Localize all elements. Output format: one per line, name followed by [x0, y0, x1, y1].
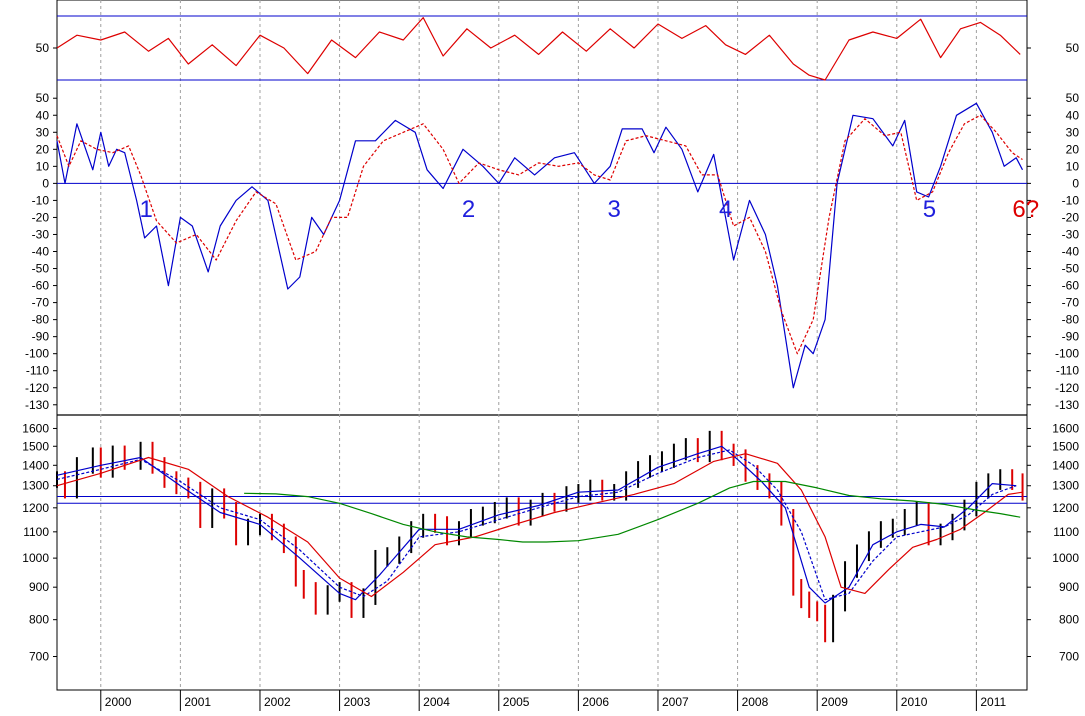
- y-tick-label-right: 1000: [1052, 551, 1079, 565]
- y-tick-label-left: 1500: [22, 439, 49, 453]
- y-tick-label-right: -100: [1055, 347, 1079, 361]
- y-tick-label-right: -130: [1055, 398, 1079, 412]
- price-series-1: [56, 445, 1017, 604]
- y-tick-label-left: -60: [32, 279, 50, 293]
- y-tick-label-right: -110: [1056, 364, 1079, 378]
- y-tick-label-left: -120: [25, 381, 49, 395]
- y-tick-label-right: 1300: [1052, 479, 1079, 493]
- y-tick-label-left: -20: [32, 210, 50, 224]
- y-tick-label-right: 40: [1066, 108, 1080, 122]
- x-tick-label: 2008: [742, 695, 769, 709]
- y-tick-label-right: -50: [1062, 262, 1080, 276]
- y-tick-label-left: 1200: [22, 501, 49, 515]
- y-tick-label-left: -100: [25, 347, 49, 361]
- top-oscillator-series-0: [56, 17, 1021, 81]
- frame-layer: [56, 0, 1028, 691]
- x-tick-label: 2009: [821, 695, 848, 709]
- y-tick-label-right: -40: [1062, 245, 1080, 259]
- y-tick-label-right: -90: [1062, 330, 1080, 344]
- y-tick-label-left: -130: [25, 398, 49, 412]
- y-tick-label-left: 50: [36, 41, 50, 55]
- x-tick-label: 2000: [105, 695, 132, 709]
- plot-frame: [56, 0, 1028, 691]
- price-series-2: [56, 449, 1017, 601]
- y-tick-label-right: 20: [1066, 142, 1080, 156]
- cycle-label: 2: [462, 196, 475, 223]
- tick-label-layer: 2000 2001 2002 2003 2004 2005 2006 2007 2008 2009…: [22, 41, 1079, 709]
- y-tick-label-left: 800: [29, 613, 49, 627]
- y-tick-label-right: 50: [1066, 91, 1080, 105]
- y-tick-label-left: 40: [36, 108, 50, 122]
- grid-layer: [57, 0, 1027, 711]
- y-tick-label-right: -30: [1062, 227, 1080, 241]
- y-tick-label-right: 10: [1066, 159, 1080, 173]
- x-tick-label: 2006: [582, 695, 609, 709]
- y-tick-label-left: -40: [32, 245, 50, 259]
- y-tick-label-left: 900: [29, 580, 49, 594]
- y-tick-label-right: 700: [1059, 650, 1079, 664]
- x-tick-label: 2005: [503, 695, 530, 709]
- y-tick-label-left: 1300: [22, 479, 49, 493]
- x-tick-label: 2004: [423, 695, 450, 709]
- y-tick-label-left: 1000: [22, 551, 49, 565]
- y-tick-label-right: 1200: [1052, 501, 1079, 515]
- cycle-label: 3: [608, 196, 621, 223]
- y-tick-label-right: 30: [1066, 125, 1080, 139]
- middle-oscillator-series-0: [56, 102, 1024, 389]
- y-tick-label-left: 1400: [22, 458, 49, 472]
- x-tick-label: 2001: [184, 695, 211, 709]
- x-tick-label: 2011: [980, 695, 1006, 709]
- y-tick-label-left: -90: [32, 330, 50, 344]
- price-series-4: [244, 480, 1021, 543]
- y-tick-label-right: 1100: [1053, 525, 1079, 539]
- y-tick-label-right: 50: [1066, 41, 1080, 55]
- x-tick-label: 2003: [344, 695, 371, 709]
- y-tick-label-right: -80: [1062, 313, 1080, 327]
- y-tick-label-right: 800: [1059, 613, 1079, 627]
- cycle-label: 1: [139, 196, 152, 223]
- y-tick-label-right: 0: [1072, 176, 1079, 190]
- x-tick-label: 2007: [662, 695, 689, 709]
- middle-oscillator-series-1: [56, 114, 1023, 355]
- y-tick-label-left: 10: [36, 159, 50, 173]
- y-tick-label-right: -10: [1062, 193, 1080, 207]
- y-tick-label-left: 50: [36, 91, 50, 105]
- y-tick-label-right: 1500: [1052, 439, 1079, 453]
- y-tick-label-left: 1600: [22, 421, 49, 435]
- y-tick-label-left: -10: [32, 193, 50, 207]
- y-tick-label-left: 700: [29, 650, 49, 664]
- x-tick-label: 2010: [901, 695, 928, 709]
- y-tick-label-left: -50: [32, 262, 50, 276]
- y-tick-label-left: 30: [36, 125, 50, 139]
- y-tick-label-left: -110: [26, 364, 49, 378]
- series-layer: [56, 17, 1024, 643]
- y-tick-label-right: -70: [1062, 296, 1080, 310]
- x-tick-label: 2002: [264, 695, 291, 709]
- y-tick-label-right: -120: [1055, 381, 1079, 395]
- y-tick-label-right: 900: [1059, 580, 1079, 594]
- y-tick-label-left: -80: [32, 313, 50, 327]
- y-tick-label-right: 1600: [1052, 421, 1079, 435]
- price-series-3: [56, 453, 1023, 598]
- y-tick-label-left: 1100: [23, 525, 49, 539]
- cycle-label: 6?: [1012, 196, 1039, 223]
- y-tick-label-right: 1400: [1052, 458, 1079, 472]
- y-tick-label-left: 20: [36, 142, 50, 156]
- y-tick-label-left: -70: [32, 296, 50, 310]
- cycle-label: 5: [923, 196, 936, 223]
- y-tick-label-left: 0: [42, 176, 49, 190]
- y-tick-label-right: -20: [1062, 210, 1080, 224]
- cycle-label: 4: [719, 196, 732, 223]
- y-tick-label-right: -60: [1062, 279, 1080, 293]
- annotation-layer: 1 2 3 4 5 6?: [139, 196, 1039, 223]
- y-tick-label-left: -30: [32, 227, 50, 241]
